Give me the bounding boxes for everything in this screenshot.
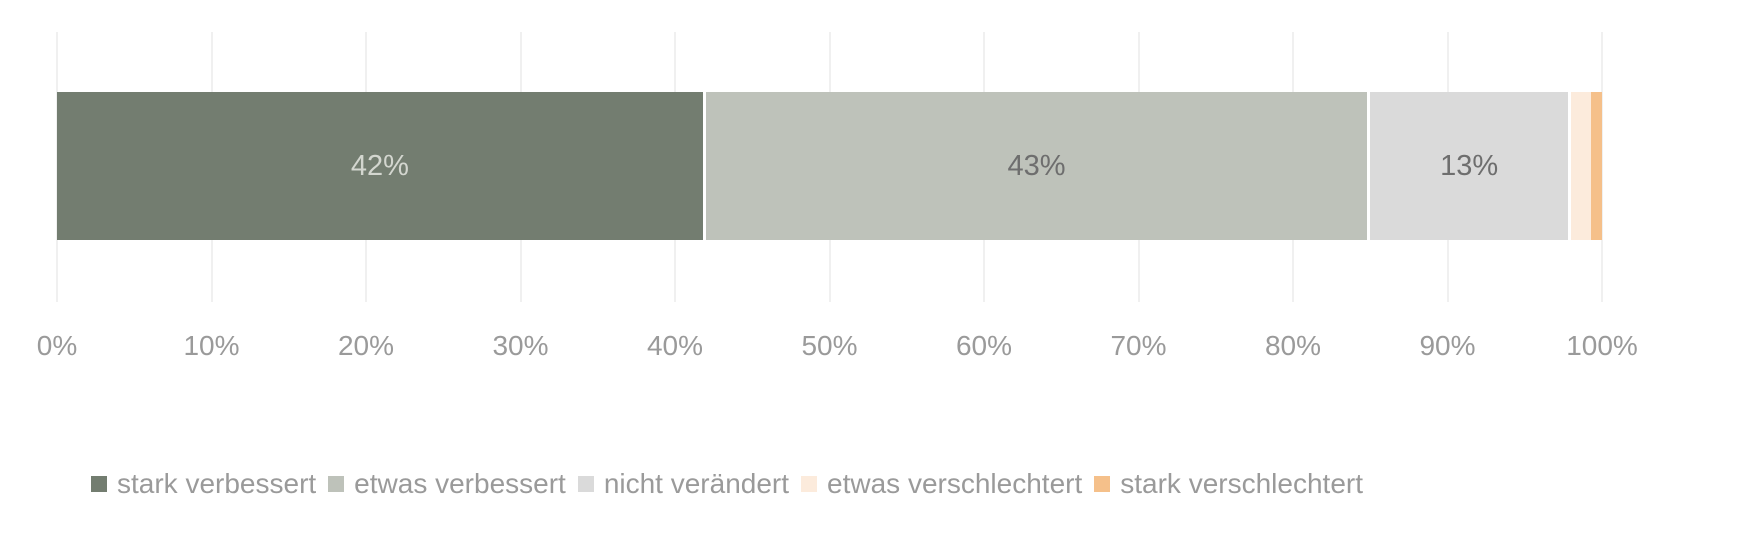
legend-item: stark verschlechtert	[1094, 468, 1363, 500]
x-tick-label: 100%	[1566, 330, 1638, 361]
bar-segment-etwas-verschlechtert	[1571, 92, 1592, 240]
bar-segment-stark-verschlechtert	[1591, 92, 1602, 240]
x-tick-label: 40%	[646, 330, 704, 361]
legend-label: stark verschlechtert	[1120, 468, 1363, 499]
x-tick-label: 70%	[1110, 330, 1167, 361]
legend-item: etwas verbessert	[328, 468, 566, 500]
data-label: 13%	[1440, 149, 1499, 182]
legend-item: etwas verschlechtert	[801, 468, 1082, 500]
legend-swatch-icon	[91, 476, 107, 492]
bar-segment-nicht-veraendert: 13%	[1370, 92, 1572, 240]
legend-label: etwas verschlechtert	[827, 468, 1083, 499]
x-tick-label: 20%	[337, 330, 395, 361]
x-tick-label: 0%	[36, 330, 78, 361]
x-tick-label: 30%	[492, 330, 549, 361]
legend-swatch-icon	[328, 476, 345, 492]
legend-swatch-icon	[801, 476, 818, 492]
bar-segment-etwas-verbessert: 43%	[705, 92, 1371, 240]
legend-label: nicht verändert	[603, 468, 790, 499]
stacked-bar: 42% 43% 13%	[57, 92, 1602, 240]
gridline	[1601, 32, 1603, 302]
x-tick-label: 10%	[183, 330, 240, 361]
bar-segment-stark-verbessert: 42%	[57, 92, 706, 240]
legend-item: nicht verändert	[577, 468, 790, 500]
x-tick-label: 50%	[801, 330, 858, 361]
data-label: 42%	[350, 149, 409, 182]
data-label: 43%	[1007, 149, 1066, 182]
legend-swatch-icon	[577, 476, 594, 492]
x-tick-label: 60%	[955, 330, 1013, 361]
legend: stark verbessert etwas verbessert nicht ve…	[91, 468, 1375, 500]
legend-label: etwas verbessert	[354, 468, 566, 499]
legend-label: stark verbessert	[117, 468, 317, 499]
legend-item: stark verbessert	[91, 468, 316, 500]
legend-swatch-icon	[1094, 476, 1111, 492]
x-tick-label: 80%	[1264, 330, 1322, 361]
x-tick-label: 90%	[1419, 330, 1476, 361]
